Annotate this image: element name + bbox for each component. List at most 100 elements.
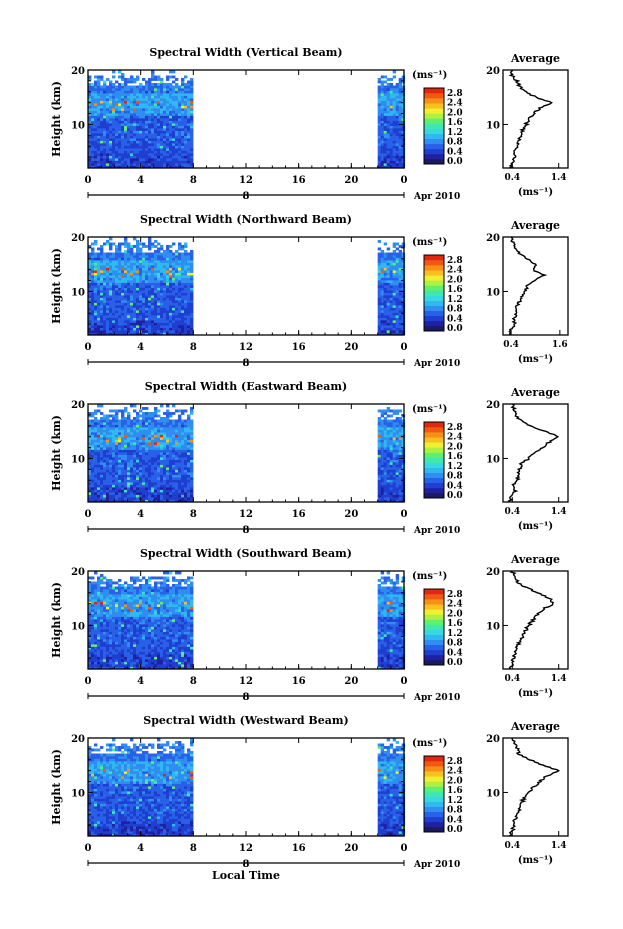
- heatmap-cell: [389, 255, 394, 258]
- heatmap-cell: [154, 138, 158, 141]
- heatmap-cell: [127, 88, 131, 91]
- heatmap-cell: [109, 300, 113, 303]
- heatmap-cell: [178, 469, 182, 473]
- heatmap-cell: [139, 267, 143, 271]
- heatmap-cell: [377, 275, 382, 278]
- heatmap-cell: [136, 287, 140, 291]
- heatmap-cell: [97, 138, 101, 141]
- heatmap-cell: [118, 432, 122, 435]
- heatmap-cell: [103, 419, 107, 423]
- heatmap-cell: [112, 300, 116, 303]
- heatmap-cell: [172, 494, 176, 498]
- heatmap-cell: [106, 469, 110, 473]
- heatmap-cell: [151, 245, 155, 248]
- heatmap-cell: [166, 140, 170, 144]
- heatmap-cell: [109, 85, 113, 89]
- heatmap-cell: [380, 260, 385, 263]
- heatmap-cell: [136, 307, 140, 311]
- colorbar-swatch: [424, 88, 444, 94]
- heatmap-cell: [88, 158, 92, 161]
- heatmap-cell: [121, 277, 125, 281]
- heatmap-cell: [133, 472, 137, 475]
- heatmap-cell: [380, 277, 385, 281]
- heatmap-cell: [145, 282, 149, 286]
- heatmap-cells: [88, 404, 406, 503]
- heatmap-cell: [94, 138, 98, 141]
- heatmap-cell: [130, 130, 134, 134]
- heatmap-cell: [386, 255, 391, 258]
- heatmap-cell: [172, 143, 176, 146]
- heatmap-cell: [145, 245, 149, 248]
- heatmap-cell: [88, 497, 92, 500]
- heatmap-cell: [121, 252, 125, 256]
- heatmap-cell: [187, 252, 191, 256]
- heatmap-cell: [160, 148, 164, 151]
- heatmap-cell: [395, 260, 400, 263]
- heatmap-cell: [154, 262, 158, 266]
- heatmap-cell: [380, 255, 385, 258]
- heatmap-cell: [392, 130, 397, 134]
- heatmap-cell: [148, 414, 152, 418]
- heatmap-cell: [106, 487, 110, 490]
- heatmap-cell: [163, 487, 167, 490]
- heatmap-cell: [383, 75, 388, 79]
- heatmap-cell: [124, 78, 128, 81]
- heatmap-cell: [172, 120, 176, 124]
- heatmap-cell: [109, 120, 113, 124]
- heatmap-cell: [136, 103, 140, 106]
- heatmap-cell: [398, 477, 403, 480]
- heatmap-cell: [172, 95, 176, 99]
- heatmap-cell: [166, 332, 170, 336]
- heatmap-cell: [166, 138, 170, 141]
- heatmap-cell: [118, 270, 122, 273]
- heatmap-cell: [163, 442, 167, 445]
- heatmap-cell: [139, 292, 143, 296]
- heatmap-cell: [142, 494, 146, 498]
- heatmap-cell: [91, 260, 95, 263]
- heatmap-cell: [187, 140, 191, 144]
- heatmap-cell: [127, 90, 131, 94]
- heatmap-cell: [160, 108, 164, 111]
- heatmap-cell: [148, 462, 152, 465]
- heatmap-cell: [392, 427, 397, 430]
- heatmap-cell: [91, 464, 95, 468]
- heatmap-cell: [377, 123, 382, 126]
- heatmap-cell: [377, 302, 382, 306]
- heatmap-cell: [133, 252, 137, 256]
- heatmap-cell: [91, 262, 95, 266]
- heatmap-cell: [392, 158, 397, 161]
- heatmap-cell: [395, 320, 400, 323]
- heatmap-cell: [106, 414, 110, 418]
- heatmap-cell: [136, 88, 140, 91]
- heatmap-cell: [386, 320, 391, 323]
- heatmap-cell: [184, 252, 188, 256]
- heatmap-cell: [88, 437, 92, 440]
- heatmap-cell: [148, 297, 152, 301]
- heatmap-cell: [133, 285, 137, 288]
- heatmap-cell: [124, 482, 128, 485]
- heatmap-cell: [112, 285, 116, 288]
- heatmap-cell: [392, 133, 397, 136]
- heatmap-cell: [127, 330, 131, 333]
- heatmap-cell: [175, 252, 179, 256]
- heatmap-cell: [118, 332, 122, 336]
- heatmap-cell: [181, 312, 185, 316]
- heatmap-cell: [115, 133, 119, 136]
- heatmap-cell: [172, 103, 176, 106]
- heatmap-cell: [106, 123, 110, 126]
- heatmap-cell: [91, 282, 95, 286]
- heatmap-cell: [130, 78, 134, 81]
- heatmap-cell: [163, 118, 167, 121]
- heatmap-cell: [154, 422, 158, 425]
- heatmap-cell: [178, 307, 182, 311]
- heatmap-cell: [187, 100, 191, 104]
- heatmap-cell: [124, 245, 128, 248]
- heatmap-cell: [157, 437, 161, 440]
- heatmap-cell: [395, 494, 400, 498]
- heatmap-cell: [139, 477, 143, 480]
- heatmap-cell: [380, 317, 385, 321]
- heatmap-cell: [100, 305, 104, 308]
- heatmap-cell: [106, 103, 110, 106]
- heatmap-cell: [139, 300, 143, 303]
- heatmap-cell: [91, 143, 95, 146]
